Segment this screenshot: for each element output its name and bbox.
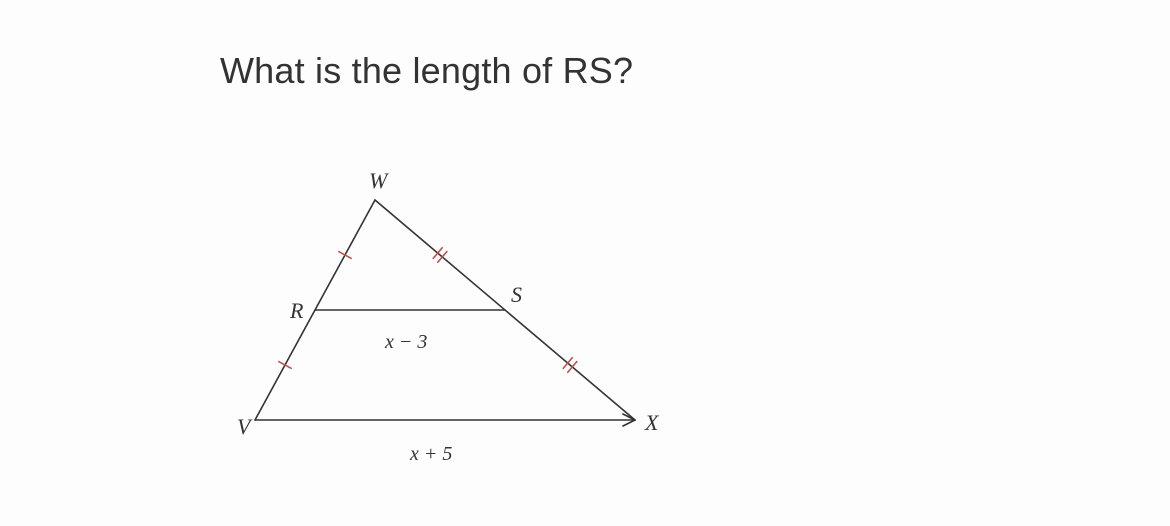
- geometry-figure: W V X R Sx − 3 x + 5: [235, 170, 665, 490]
- vertex-label-w: W: [369, 170, 389, 193]
- vertex-label-s: S: [511, 282, 522, 307]
- vertex-label-x: X: [644, 410, 660, 435]
- question-text: What is the length of RS?: [220, 50, 633, 92]
- vertex-label-v: V: [237, 414, 253, 439]
- vertex-label-r: R: [289, 298, 304, 323]
- page: What is the length of RS? W V X R Sx − 3 x + …: [0, 0, 1170, 526]
- expression-vx: x + 5: [409, 443, 452, 465]
- expression-rs: x − 3: [384, 331, 427, 353]
